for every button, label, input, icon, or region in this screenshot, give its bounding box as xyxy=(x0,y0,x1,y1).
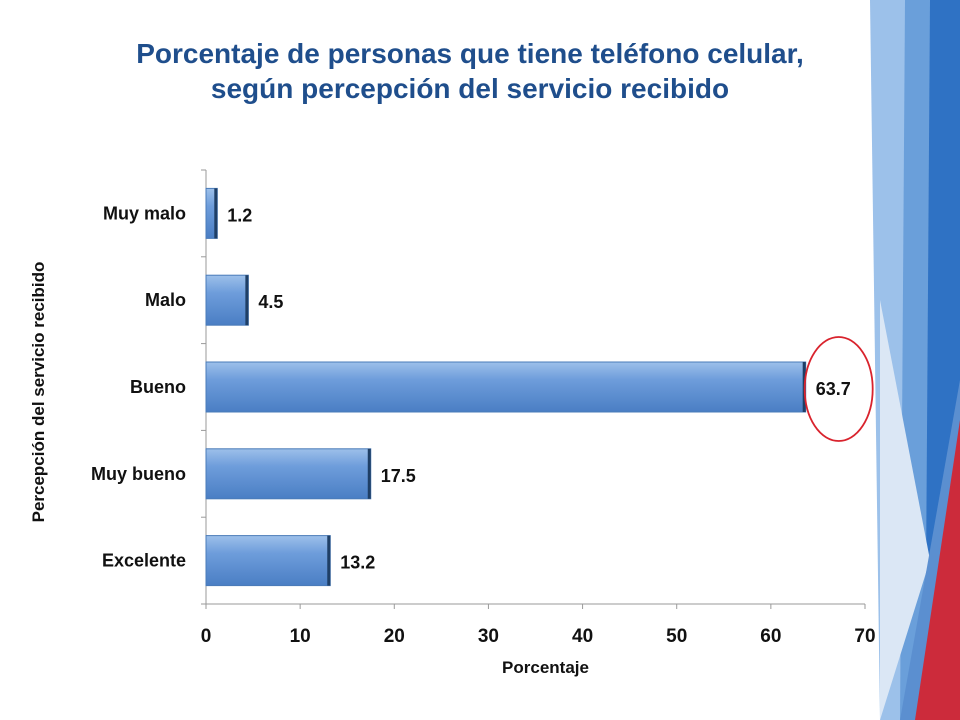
category-label: Excelente xyxy=(102,551,186,571)
data-label: 1.2 xyxy=(227,205,252,225)
bar xyxy=(205,361,807,413)
y-axis-title: Percepción del servicio recibido xyxy=(29,262,48,523)
bar xyxy=(205,274,249,326)
data-label: 63.7 xyxy=(816,379,851,399)
category-label: Malo xyxy=(145,290,186,310)
x-tick-label: 20 xyxy=(384,626,405,647)
title-line-2: según percepción del servicio recibido xyxy=(210,73,730,104)
category-label: Bueno xyxy=(130,377,186,397)
title-line-1: Porcentaje de personas que tiene teléfon… xyxy=(136,38,804,69)
data-label: 13.2 xyxy=(340,553,375,573)
x-tick-label: 30 xyxy=(478,626,499,647)
page-title: Porcentaje de personas que tiene teléfon… xyxy=(40,36,900,106)
bars xyxy=(205,187,807,587)
category-label: Muy malo xyxy=(103,203,186,223)
bar-shadow-edge xyxy=(367,448,371,499)
bar-shadow-edge xyxy=(214,188,218,239)
labels: 0 10 20 30 40 50 60 70 Muy malo 1.2 Malo 4.5 Bueno 63… xyxy=(29,203,876,677)
bar-shadow-edge xyxy=(327,535,331,586)
bar-shadow-edge xyxy=(245,275,249,326)
x-tick-label: 70 xyxy=(854,626,875,647)
x-tick-label: 10 xyxy=(290,626,311,647)
x-tick-label: 60 xyxy=(760,626,781,647)
x-tick-label: 40 xyxy=(572,626,593,647)
bar xyxy=(205,448,372,500)
bar xyxy=(205,535,331,587)
x-axis-title: Porcentaje xyxy=(502,658,589,677)
x-tick-label: 0 xyxy=(201,626,212,647)
category-label: Muy bueno xyxy=(91,464,186,484)
highlight-circle xyxy=(803,336,874,442)
data-label: 17.5 xyxy=(381,466,416,486)
data-label: 4.5 xyxy=(258,292,283,312)
x-tick-label: 50 xyxy=(666,626,687,647)
